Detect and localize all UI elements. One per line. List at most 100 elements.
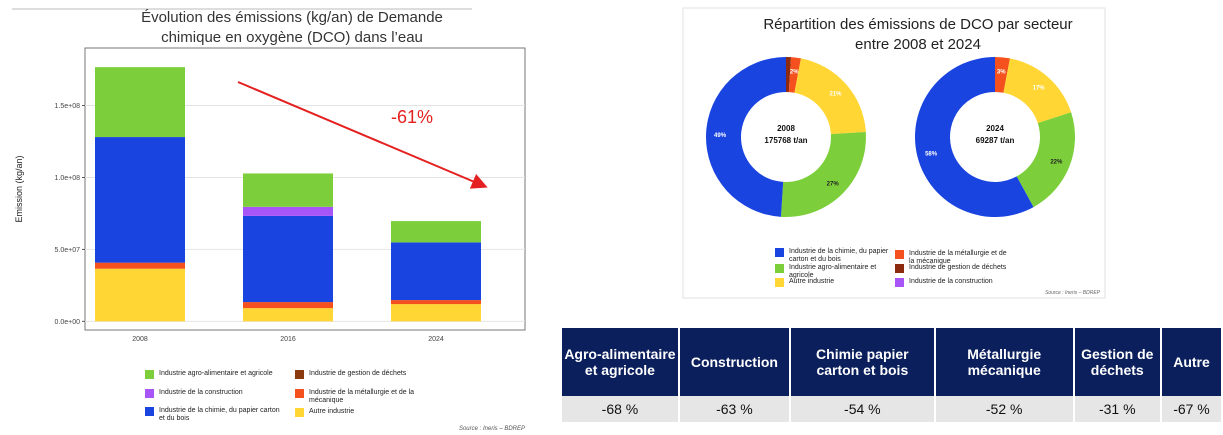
table-cell: -67 % [1160, 396, 1223, 422]
bar-segment [243, 206, 333, 216]
legend-label: Autre industrie [309, 408, 355, 415]
column-header: Métallurgie mécanique [934, 328, 1075, 396]
y-tick-label: 5.0e+07 [55, 247, 81, 254]
table-header: Agro-alimentaire et agricole Construction… [562, 328, 1223, 396]
table-cell: -54 % [789, 396, 936, 422]
donut-slice [794, 58, 866, 135]
table-cell: -63 % [678, 396, 791, 422]
table-cell: -68 % [562, 396, 680, 422]
legend-swatch [775, 264, 784, 273]
legend-label: Industrie de gestion de déchets [309, 370, 407, 377]
bar-segment [391, 300, 481, 305]
bar-segment [243, 308, 333, 322]
legend-item: Industrie de gestion de déchets [295, 370, 435, 379]
bar-segment [391, 304, 481, 322]
reduction-table: Agro-alimentaire et agricole Construction… [562, 328, 1223, 422]
center-year: 2008 [777, 124, 795, 133]
legend-label: Autre industrie [789, 278, 835, 285]
legend-label: Industrie de la métallurgie et de la méc… [309, 389, 415, 404]
legend-swatch [145, 370, 154, 379]
legend-item: Autre industrie [295, 408, 435, 417]
legend-label: Industrie agro-alimentaire et agricole [159, 370, 273, 377]
legend-label: Industrie agro-alimentaire et agricole [789, 264, 877, 279]
table-cell: -31 % [1073, 396, 1162, 422]
column-header: Chimie papier carton et bois [789, 328, 936, 396]
donut-slice [915, 57, 1034, 217]
y-tick-label: 1.0e+08 [55, 175, 81, 182]
legend-item: Industrie de gestion de déchets [895, 264, 1013, 273]
bar-segment [95, 262, 185, 269]
legend-swatch [295, 408, 304, 417]
slice-label: 21% [829, 91, 842, 97]
y-tick-label: 1.5e+08 [55, 103, 81, 110]
legend-swatch [295, 370, 304, 379]
slice-label: 49% [714, 133, 727, 139]
center-total: 69287 t/an [976, 136, 1015, 145]
donut-slice [1003, 58, 1072, 124]
legend-label: Industrie de la construction [159, 389, 243, 396]
chart-title: entre 2008 et 2024 [855, 36, 981, 53]
donut-panel [682, 7, 1106, 299]
legend-swatch [295, 389, 304, 398]
legend-label: Industrie de la métallurgie et de la méc… [909, 250, 1007, 265]
column-header: Construction [678, 328, 791, 396]
legend-item: Industrie de la chimie, du papier carton… [775, 248, 893, 264]
donut-slice [786, 57, 792, 93]
donut-slice [1016, 112, 1075, 208]
bar-segment [391, 242, 481, 301]
legend-item: Industrie de la construction [895, 278, 1013, 287]
slice-label: 17% [1033, 85, 1046, 91]
legend-swatch [775, 248, 784, 257]
legend-label: Industrie de la chimie, du papier carton… [789, 248, 889, 263]
source: Source : Ineris – BDREP [459, 426, 525, 432]
slice-label: 58% [925, 151, 938, 157]
slice-label: 27% [827, 182, 840, 188]
donut-slice [780, 131, 866, 217]
legend-item: Industrie agro-alimentaire et agricole [145, 370, 285, 379]
legend-item: Autre industrie [775, 278, 893, 287]
center-year: 2024 [986, 124, 1004, 133]
trend-arrow [237, 81, 488, 189]
legend-item: Industrie agro-alimentaire et agricole [775, 264, 893, 280]
source: Source : Ineris – BDREP [1045, 290, 1101, 296]
x-tick-label: 2024 [428, 336, 444, 343]
legend-item: Industrie de la chimie, du papier carton… [145, 407, 285, 423]
x-tick-label: 2008 [132, 336, 148, 343]
chart-title: Répartition des émissions de DCO par sec… [763, 16, 1072, 33]
legend-swatch [145, 407, 154, 416]
bar-segment [243, 302, 333, 309]
center-total: 175768 t/an [764, 136, 807, 145]
column-header: Gestion de déchets [1073, 328, 1162, 396]
slice-label: 2% [790, 70, 799, 76]
bar-segment [95, 268, 185, 322]
bar-segment [95, 67, 185, 138]
bar-segment [243, 173, 333, 207]
table-row: -68 % -63 % -54 % -52 % -31 % -67 % [562, 396, 1223, 422]
donut-slice [995, 57, 1010, 93]
bar-segment [243, 215, 333, 303]
legend-swatch [775, 278, 784, 287]
legend-item: Industrie de la construction [145, 389, 285, 398]
bar-segment [391, 221, 481, 243]
legend-item: Industrie de la métallurgie et de la méc… [295, 389, 435, 405]
legend-item: Industrie de la métallurgie et de la méc… [895, 250, 1013, 266]
y-axis-label: Emission (kg/an) [14, 155, 24, 222]
slice-label: 3% [997, 69, 1006, 75]
slice-label: 22% [1050, 159, 1063, 165]
y-tick-label: 0.0e+00 [55, 319, 81, 326]
chart-title: chimique en oxygène (DCO) dans l’eau [161, 29, 423, 46]
chart-title: Évolution des émissions (kg/an) de Deman… [141, 9, 443, 26]
column-header: Autre [1160, 328, 1223, 396]
column-header: Agro-alimentaire et agricole [562, 328, 680, 396]
donut-slice [788, 57, 801, 93]
legend-swatch [145, 389, 154, 398]
legend-label: Industrie de la construction [909, 278, 993, 285]
table-cell: -52 % [934, 396, 1075, 422]
legend-swatch [895, 250, 904, 259]
x-tick-label: 2016 [280, 336, 296, 343]
annotation: -61% [391, 107, 433, 127]
legend-swatch [895, 278, 904, 287]
legend-label: Industrie de gestion de déchets [909, 264, 1007, 271]
